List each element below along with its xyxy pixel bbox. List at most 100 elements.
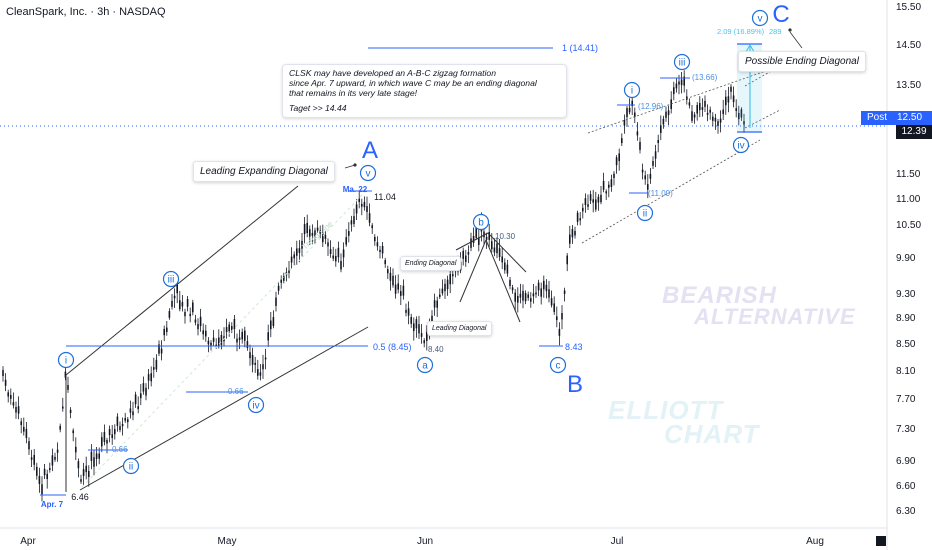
candle-body	[699, 103, 701, 110]
candle-body	[324, 234, 327, 239]
candle-body	[470, 238, 472, 248]
candle-body	[150, 373, 152, 382]
candle-body	[376, 242, 379, 247]
candle-body	[605, 191, 607, 194]
candle-body	[389, 272, 392, 281]
b-wedge-upper-2	[487, 232, 527, 273]
candle-body	[72, 430, 74, 434]
candle-body	[704, 100, 706, 107]
y-tick-label: 11.00	[896, 194, 921, 205]
wave-ii-c-circle	[636, 204, 654, 222]
candle-body	[493, 247, 496, 253]
y-tick-label: 13.50	[896, 80, 921, 91]
fib-066a-label: 0.66	[228, 387, 244, 396]
candle-body	[314, 230, 316, 237]
candle-body	[210, 342, 212, 346]
candle-body	[678, 81, 680, 85]
candle-body	[202, 330, 204, 335]
candle-body	[64, 371, 67, 378]
candle-body	[121, 423, 124, 427]
candle-body	[158, 344, 160, 354]
candle-body	[28, 441, 30, 450]
candle-body	[88, 470, 90, 477]
b-wedge-lower	[459, 239, 487, 303]
candle-body	[358, 198, 360, 203]
candle-body	[270, 320, 272, 330]
candle-body	[179, 300, 181, 310]
candle-body	[363, 201, 366, 208]
candle-body	[743, 121, 745, 125]
candle-body	[522, 290, 524, 301]
candle-body	[101, 437, 103, 447]
candle-body	[571, 229, 574, 238]
candle-body	[615, 157, 618, 166]
candle-body	[597, 196, 600, 203]
candle-body	[574, 230, 576, 236]
x-tick-label: Jul	[611, 536, 624, 547]
b-wedge-lower-2	[485, 239, 521, 323]
candle-body	[576, 212, 579, 222]
candle-body	[644, 175, 646, 180]
wave-b-label: b	[478, 218, 484, 229]
candle-body	[267, 332, 269, 341]
jul-iii-label: (13.66)	[692, 73, 718, 82]
y-tick-label: 15.50	[896, 2, 921, 13]
candle-body	[361, 203, 363, 207]
candle-body	[441, 288, 444, 294]
wave-C-label: C	[772, 1, 789, 28]
candle-body	[587, 204, 589, 207]
candle-body	[631, 100, 633, 107]
low-c-label: 8.43	[565, 342, 583, 352]
post-label: Post	[867, 112, 888, 123]
candle-body	[384, 260, 386, 265]
candle-body	[140, 393, 142, 399]
candle-body	[511, 287, 514, 291]
candle-body	[667, 110, 670, 116]
candle-body	[342, 249, 345, 258]
y-tick-label: 7.30	[896, 424, 916, 435]
candle-body	[264, 357, 267, 360]
candle-body	[579, 218, 581, 221]
candle-body	[392, 275, 394, 286]
diagonal-upper-line	[65, 185, 299, 376]
candle-body	[93, 457, 95, 467]
candle-body	[218, 337, 220, 346]
candle-body	[517, 295, 519, 303]
candle-body	[236, 338, 238, 343]
wave-iii-c-label: iii	[679, 58, 686, 69]
candle-body	[696, 104, 698, 114]
candle-body	[582, 207, 584, 212]
candle-body	[290, 256, 293, 263]
low-apr-label: 6.46	[71, 492, 89, 502]
candle-body	[103, 431, 106, 443]
candle-body	[189, 313, 191, 317]
candle-body	[350, 220, 353, 225]
candle-body	[166, 327, 168, 332]
candle-body	[647, 184, 649, 190]
candle-body	[10, 394, 12, 399]
candle-body	[124, 418, 126, 421]
candle-body	[415, 319, 418, 329]
candle-body	[472, 236, 475, 243]
wave-b-circle	[472, 213, 490, 231]
fib-top-label: 1 (14.41)	[562, 43, 598, 53]
y-tick-label: 11.50	[896, 169, 921, 180]
candle-body	[283, 276, 285, 281]
candle-body	[49, 468, 51, 470]
candle-body	[381, 245, 384, 254]
target-val-label: 289	[769, 27, 782, 36]
candle-body	[108, 428, 111, 436]
fib-a-label: 0.5 (8.45)	[373, 342, 412, 352]
candle-body	[249, 352, 251, 359]
candle-body	[374, 236, 376, 242]
low-a-label: 8.40	[428, 345, 444, 354]
candle-body	[355, 204, 358, 214]
candle-body	[111, 434, 113, 439]
candle-body	[246, 341, 249, 349]
candle-body	[485, 236, 488, 240]
post-price-badge: Post 12.50	[861, 111, 932, 125]
candle-body	[181, 302, 184, 307]
ending-diagonal-tag: Ending Diagonal	[400, 256, 462, 271]
candle-body	[626, 108, 628, 118]
